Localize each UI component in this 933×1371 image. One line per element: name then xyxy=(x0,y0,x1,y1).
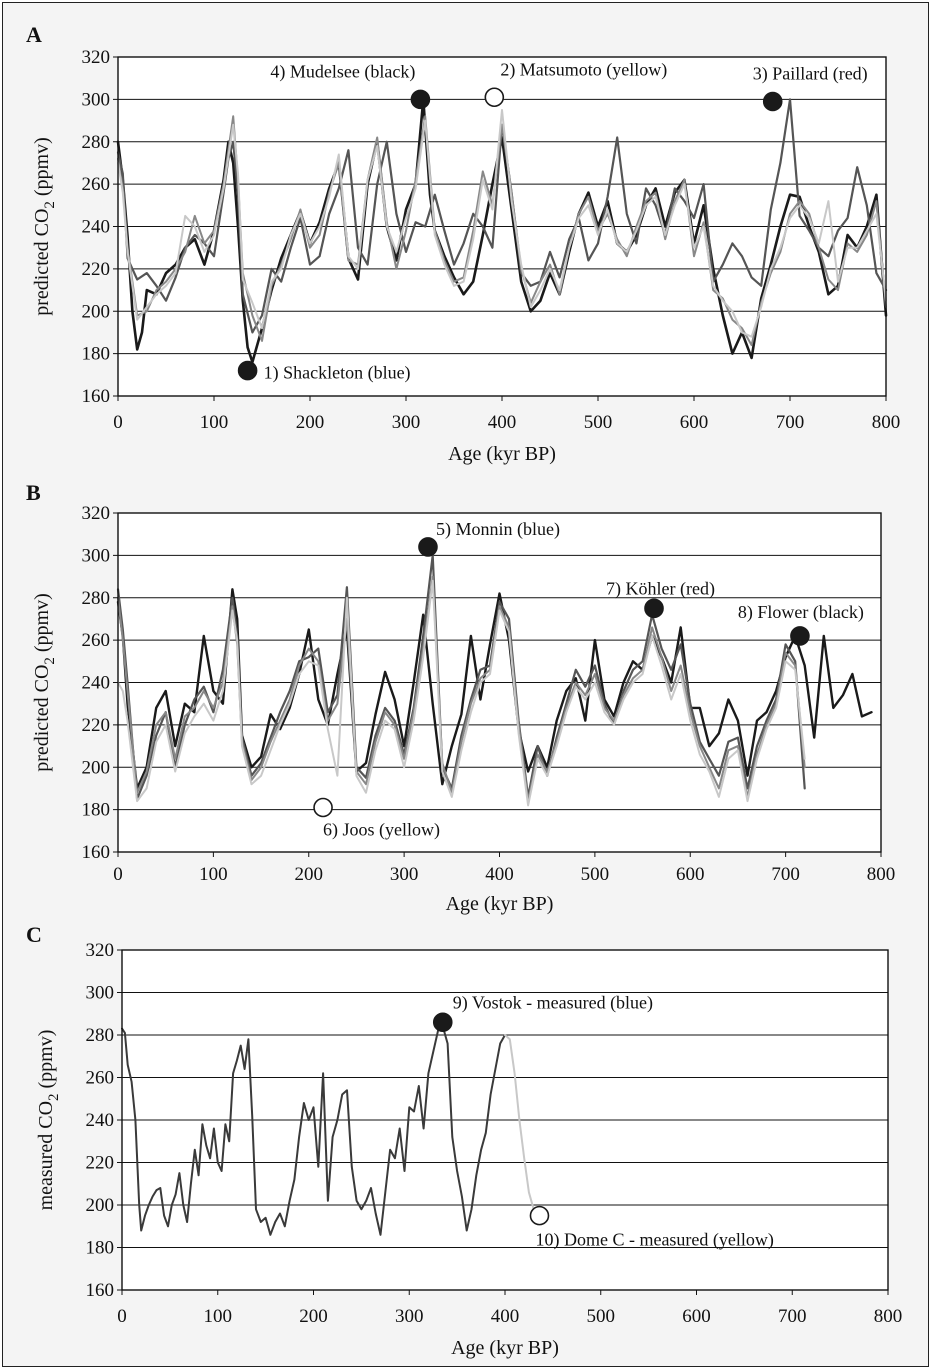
y-tick-label: 280 xyxy=(82,588,111,609)
y-tick-label: 260 xyxy=(82,174,111,195)
annotation-label: 5) Monnin (blue) xyxy=(436,519,560,540)
y-tick-label: 160 xyxy=(82,386,111,407)
series-line-4 xyxy=(117,579,806,807)
annotation-marker xyxy=(762,91,783,112)
annotation-marker xyxy=(418,537,438,557)
y-tick-label: 280 xyxy=(86,1025,115,1046)
annotation-label: 6) Joos (yellow) xyxy=(323,820,440,841)
y-tick-label: 300 xyxy=(86,983,115,1004)
x-tick-label: 400 xyxy=(491,1306,520,1327)
annotation-label: 8) Flower (black) xyxy=(738,602,864,623)
series-line-4 xyxy=(117,109,887,338)
panel-b: 0 100 200 300 400 500 600 700 800 160 180 200 220 240… xyxy=(26,480,895,915)
annotation-label: 3) Paillard (red) xyxy=(753,63,868,84)
annotation-marker xyxy=(529,1205,550,1226)
x-tick-label: 100 xyxy=(199,864,228,885)
y-tick-label: 200 xyxy=(82,301,111,322)
annotation-marker xyxy=(484,87,505,108)
x-tick-label: 300 xyxy=(395,1306,424,1327)
y-axis-label: predicted CO2 (ppmv) xyxy=(31,593,58,772)
x-tick-label: 400 xyxy=(485,864,514,885)
annotation-label: 10) Dome C - measured (yellow) xyxy=(535,1230,773,1251)
x-axis-label: Age (kyr BP) xyxy=(451,1337,559,1359)
y-tick-label: 200 xyxy=(82,757,111,778)
x-tick-label: 500 xyxy=(587,1306,616,1327)
annotation-marker xyxy=(237,360,258,381)
x-tick-label: 400 xyxy=(488,412,517,433)
x-tick-label: 700 xyxy=(771,864,800,885)
y-tick-label: 240 xyxy=(82,217,111,238)
x-tick-label: 200 xyxy=(299,1306,328,1327)
x-tick-label: 300 xyxy=(390,864,419,885)
annotation-marker xyxy=(313,797,333,818)
y-tick-label: 180 xyxy=(82,800,111,821)
y-tick-label: 260 xyxy=(82,630,111,651)
x-tick-label: 300 xyxy=(392,412,421,433)
panel-letter: B xyxy=(26,480,41,505)
x-tick-label: 700 xyxy=(778,1306,807,1327)
annotation-marker xyxy=(410,89,431,110)
x-axis-label: Age (kyr BP) xyxy=(446,893,554,915)
x-tick-label: 100 xyxy=(200,412,229,433)
x-tick-label: 800 xyxy=(867,864,896,885)
x-tick-label: 600 xyxy=(676,864,705,885)
annotation-label: 7) Köhler (red) xyxy=(606,578,715,599)
x-tick-label: 0 xyxy=(113,864,123,885)
y-tick-label: 180 xyxy=(86,1238,115,1259)
panel-a: 0 100 200 300 400 500 600 700 800 160 180 200 220 240… xyxy=(26,22,900,465)
series-line-1 xyxy=(121,1025,506,1236)
y-axis-label: measured CO2 (ppmv) xyxy=(35,1030,62,1211)
annotation-label: 4) Mudelsee (black) xyxy=(270,61,415,82)
x-tick-label: 700 xyxy=(776,412,805,433)
y-tick-label: 240 xyxy=(86,1110,115,1131)
x-tick-label: 800 xyxy=(874,1306,903,1327)
annotation-label: 2) Matsumoto (yellow) xyxy=(500,59,667,80)
y-tick-label: 320 xyxy=(86,940,115,961)
x-tick-label: 200 xyxy=(295,864,324,885)
series-line-2 xyxy=(116,98,888,334)
x-tick-label: 500 xyxy=(584,412,613,433)
x-tick-label: 0 xyxy=(117,1306,127,1327)
x-tick-label: 500 xyxy=(581,864,610,885)
x-tick-label: 100 xyxy=(204,1306,233,1327)
panel-c: 0 100 200 300 400 500 600 700 800 160 180 200 220 240… xyxy=(26,922,902,1359)
annotation-marker xyxy=(790,626,810,646)
y-tick-label: 280 xyxy=(82,132,111,153)
y-tick-label: 300 xyxy=(82,89,111,110)
series-line-2 xyxy=(504,1034,540,1219)
annotation-label: 9) Vostok - measured (blue) xyxy=(453,992,653,1013)
y-tick-label: 220 xyxy=(82,259,111,280)
y-tick-label: 220 xyxy=(86,1153,115,1174)
y-tick-label: 300 xyxy=(82,545,111,566)
y-tick-label: 220 xyxy=(82,715,111,736)
annotation-marker xyxy=(432,1012,453,1033)
y-axis-label: predicted CO2 (ppmv) xyxy=(31,137,58,316)
x-tick-label: 0 xyxy=(113,412,123,433)
annotation-marker xyxy=(644,598,664,619)
y-tick-label: 180 xyxy=(82,344,111,365)
y-tick-label: 240 xyxy=(82,673,111,694)
series-line-1 xyxy=(116,588,873,790)
x-tick-label: 200 xyxy=(296,412,325,433)
y-tick-label: 160 xyxy=(86,1280,115,1301)
panel-letter: A xyxy=(26,22,42,47)
y-tick-label: 320 xyxy=(82,503,111,524)
panel-letter: C xyxy=(26,922,42,947)
x-axis-label: Age (kyr BP) xyxy=(448,443,556,465)
annotation-label: 1) Shackleton (blue) xyxy=(264,363,411,384)
x-tick-label: 600 xyxy=(682,1306,711,1327)
y-tick-label: 160 xyxy=(82,842,111,863)
y-tick-label: 260 xyxy=(86,1068,115,1089)
x-tick-label: 800 xyxy=(872,412,901,433)
y-tick-label: 320 xyxy=(82,47,111,68)
y-tick-label: 200 xyxy=(86,1195,115,1216)
x-tick-label: 600 xyxy=(680,412,709,433)
